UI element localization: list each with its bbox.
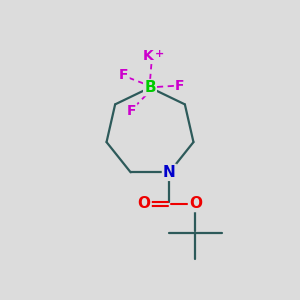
Text: K: K <box>142 50 153 63</box>
Text: B: B <box>144 80 156 95</box>
Text: N: N <box>163 165 176 180</box>
Text: O: O <box>189 196 202 211</box>
Text: O: O <box>138 196 151 211</box>
Text: +: + <box>155 49 164 59</box>
Text: F: F <box>127 104 136 118</box>
Text: F: F <box>119 68 129 82</box>
Text: F: F <box>175 79 184 93</box>
